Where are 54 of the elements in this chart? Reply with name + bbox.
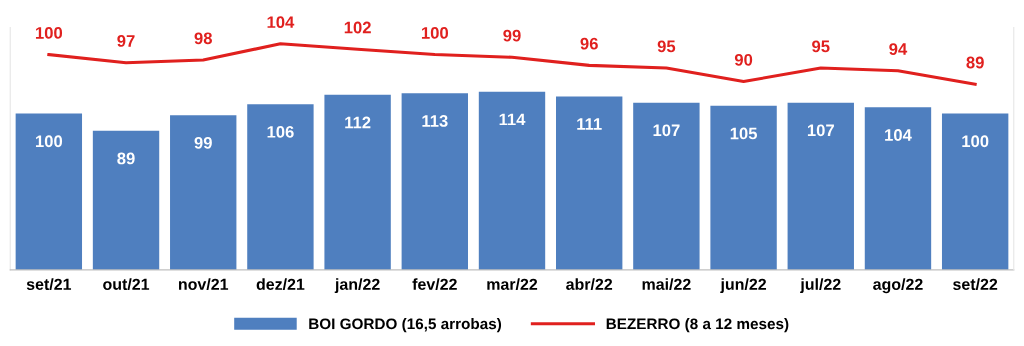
bar: [864, 107, 932, 270]
data-label: 113: [422, 115, 448, 127]
bar: [787, 102, 854, 270]
data-label: 89: [966, 56, 984, 69]
data-label: 100: [35, 135, 63, 148]
x-tick-label: jun/22: [720, 278, 767, 294]
data-label: 104: [885, 129, 912, 141]
x-tick-label: jan/22: [334, 278, 380, 294]
data-label: 100: [962, 135, 989, 148]
data-label: 106: [267, 125, 294, 138]
x-tick-label: fev/22: [412, 278, 457, 291]
x-tick-label: set/22: [953, 278, 998, 291]
bar: [92, 130, 160, 270]
bar: [15, 113, 83, 270]
data-label: 96: [580, 37, 598, 50]
data-label: 104: [267, 16, 295, 29]
x-tick-label: jul/22: [800, 278, 841, 294]
data-label: 107: [653, 124, 680, 137]
bar: [247, 104, 314, 270]
x-tick-label: ago/22: [873, 278, 923, 294]
bar: [710, 105, 777, 270]
x-tick-label: out/21: [103, 278, 150, 291]
bar: [556, 96, 623, 270]
data-label: 107: [807, 124, 834, 137]
x-tick-label: nov/21: [178, 278, 229, 291]
x-tick-label: abr/22: [566, 278, 613, 291]
data-label: 89: [117, 152, 135, 165]
data-label: 114: [499, 113, 526, 126]
legend-label: BEZERRO (8 a 12 meses): [606, 318, 789, 333]
bar: [633, 102, 700, 270]
data-label: 95: [812, 40, 830, 53]
bar: [170, 115, 237, 270]
x-tick-label: set/21: [26, 278, 72, 291]
data-label: 99: [503, 29, 521, 42]
data-label: 90: [734, 53, 753, 66]
bar: [478, 91, 546, 270]
data-label: 95: [657, 40, 676, 53]
data-label: 99: [194, 136, 212, 149]
bar: [324, 94, 391, 270]
x-tick-label: mai/22: [642, 278, 691, 291]
data-label: 112: [345, 116, 371, 129]
data-label: 98: [194, 32, 212, 45]
x-tick-label: mar/22: [487, 278, 538, 291]
data-label: 111: [577, 118, 602, 130]
data-label: 105: [730, 127, 758, 140]
data-label: 94: [889, 43, 908, 55]
data-label: 100: [35, 26, 63, 39]
data-label: 102: [344, 21, 371, 34]
data-label: 100: [421, 26, 449, 39]
data-label: 97: [117, 35, 135, 47]
bar: [401, 93, 468, 270]
legend-label: BOI GORDO (16,5 arrobas): [309, 318, 502, 333]
bar: [941, 113, 1009, 270]
x-tick-label: dez/21: [256, 278, 305, 291]
